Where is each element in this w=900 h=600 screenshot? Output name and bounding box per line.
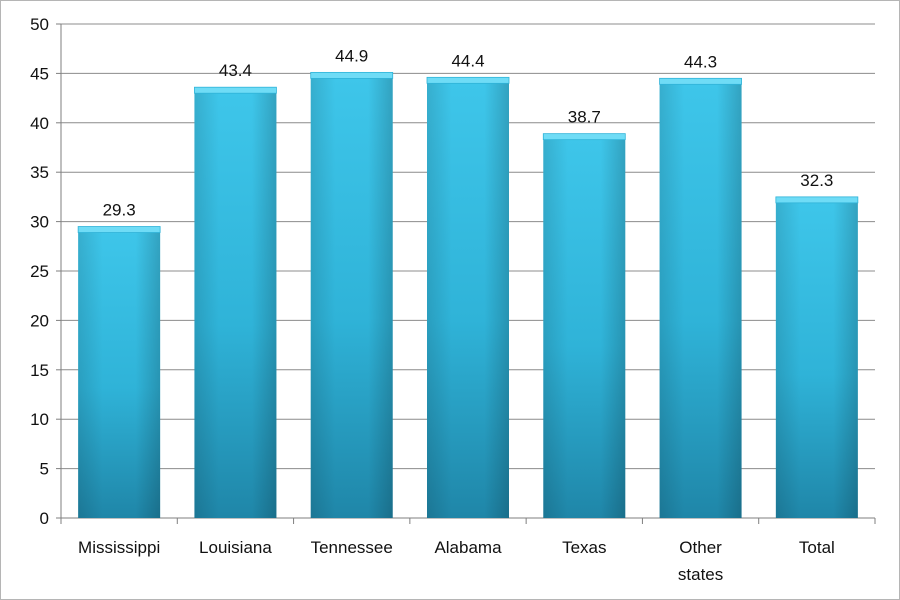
y-tick-label: 15 — [30, 361, 49, 380]
bar-shade — [427, 79, 509, 518]
bars — [77, 71, 859, 519]
bar — [194, 86, 277, 518]
data-label: 44.3 — [684, 52, 717, 71]
bar — [542, 133, 626, 519]
data-label: 44.4 — [451, 51, 484, 70]
data-label: 43.4 — [219, 61, 252, 80]
y-tick-label: 0 — [40, 509, 49, 528]
x-category-label: Texas — [562, 538, 606, 557]
bar-cap — [77, 226, 161, 233]
bar-cap — [775, 196, 859, 204]
bar-shade — [543, 135, 626, 519]
bar-cap — [426, 76, 510, 84]
data-label: 44.9 — [335, 46, 368, 65]
x-category-label: Louisiana — [199, 538, 272, 557]
y-tick-label: 40 — [30, 114, 49, 133]
bar — [77, 226, 161, 519]
y-tick-label: 50 — [30, 15, 49, 34]
bar-shade — [659, 80, 742, 518]
x-category-label: Tennessee — [311, 538, 393, 557]
bar-shade — [310, 74, 393, 518]
x-category-label: Other — [679, 538, 722, 557]
x-category-label: Total — [799, 538, 835, 557]
y-tick-label: 20 — [30, 311, 49, 330]
bar-shade — [775, 198, 858, 518]
bar-shade — [78, 228, 161, 519]
bar-cap — [194, 86, 277, 94]
bar — [426, 76, 510, 518]
bar — [775, 196, 859, 518]
x-category-label: states — [678, 565, 723, 584]
data-label: 32.3 — [800, 171, 833, 190]
data-label: 38.7 — [568, 108, 601, 127]
x-category-label: Mississippi — [78, 538, 160, 557]
y-tick-label: 25 — [30, 262, 49, 281]
data-label: 29.3 — [103, 201, 136, 220]
y-tick-label: 10 — [30, 410, 49, 429]
y-tick-label: 5 — [40, 460, 49, 479]
labels: 0 5 10 15 20 25 30 35 40 45 50 29.3 Mississippi 43.4 L… — [30, 15, 835, 584]
x-category-label: Alabama — [434, 538, 502, 557]
bar — [310, 71, 394, 518]
y-tick-label: 35 — [30, 163, 49, 182]
y-tick-label: 30 — [30, 213, 49, 232]
bar — [659, 77, 742, 518]
bar-cap — [659, 77, 742, 85]
y-tick-label: 45 — [30, 64, 49, 83]
bar-cap — [542, 133, 626, 141]
bar-cap — [310, 71, 394, 79]
bar-shade — [194, 89, 277, 518]
